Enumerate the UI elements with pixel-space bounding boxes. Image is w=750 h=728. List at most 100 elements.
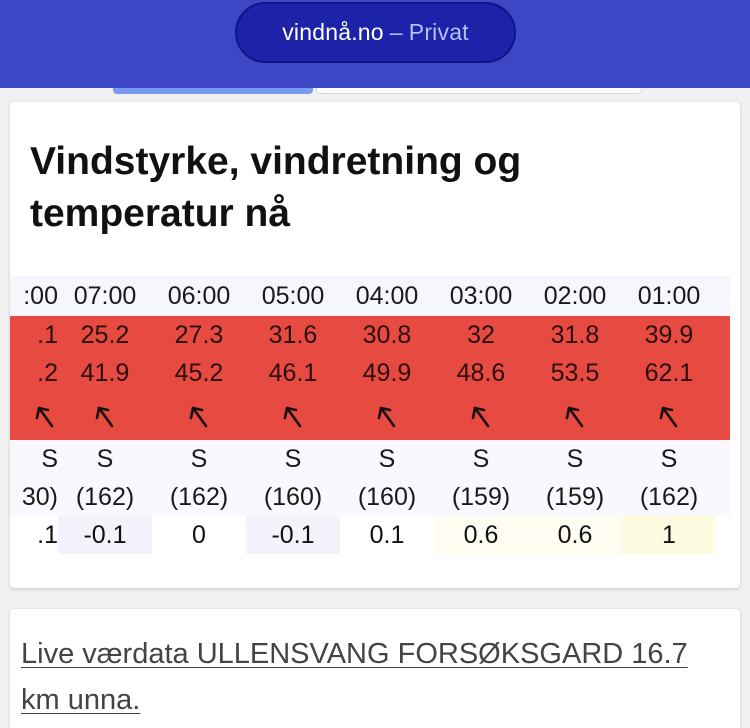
time-cell: 07:00 [58,276,152,316]
direction-cell: S [528,440,622,478]
arrow-up-left-icon [377,406,396,428]
temperature-cell-value: 0 [192,521,206,549]
direction-cell: S [152,440,246,478]
time-cell: 04:00 [340,276,434,316]
degrees-cell-value: (160) [263,483,323,511]
time-cell-value: 01:00 [637,282,701,310]
degrees-cell: (162) [622,478,716,516]
temperature-cell: .1 [10,516,58,554]
direction-cell: S [622,440,716,478]
degrees-cell: 30) [10,478,58,516]
wind-speed-row: .1 25.2 27.3 31.6 30.8 32 31.8 39.9 [10,316,730,354]
wind-gust-cell-value: 49.9 [362,359,412,387]
direction-cell-value: S [660,445,678,473]
address-separator: – [389,19,403,45]
arrow-up-left-icon [659,406,678,428]
time-row: :00 07:00 06:00 05:00 04:00 03:00 02:00 01:00 [10,276,730,316]
card-title: Vindstyrke, vindretning og temperatur nå [30,140,522,235]
temperature-cell: -0.1 [246,516,340,554]
wind-gust-cell-value: 53.5 [550,359,600,387]
arrow-up-left-icon [35,406,54,428]
time-cell: 02:00 [528,276,622,316]
direction-cell: S [246,440,340,478]
wind-gust-row: .2 41.9 45.2 46.1 49.9 48.6 53.5 62.1 [10,354,730,392]
degrees-row: 30) (162) (162) (160) (160) (159) (159) (162) [10,478,730,516]
degrees-cell-value: 30) [21,483,58,511]
wind-speed-cell-value: 31.6 [268,321,318,349]
temperature-cell-value: -0.1 [83,521,127,549]
browser-toolbar: vindnå.no – Privat [0,0,750,88]
wind-gust-cell-value: 62.1 [644,359,694,387]
wind-speed-cell-value: 39.9 [644,321,694,349]
wind-speed-cell: 27.3 [152,316,246,354]
temperature-cell: 0.1 [340,516,434,554]
wind-gust-cell-value: 48.6 [456,359,506,387]
wind-arrow-cell [246,392,340,440]
tab-inactive-edge[interactable] [316,88,642,94]
wind-arrow-cell [58,392,152,440]
wind-speed-cell: 30.8 [340,316,434,354]
degrees-cell: (162) [152,478,246,516]
arrow-up-left-icon [565,406,584,428]
wind-speed-cell: 32 [434,316,528,354]
time-cell-value: 03:00 [449,282,513,310]
wind-gust-cell: 62.1 [622,354,716,392]
arrow-up-left-icon [283,406,302,428]
arrow-up-left-icon [189,406,208,428]
tab-active-edge[interactable] [113,88,313,94]
temperature-cell-value: -0.1 [271,521,315,549]
tab-strip [0,88,750,102]
arrow-up-left-icon [471,406,490,428]
arrow-up-left-icon [95,406,114,428]
wind-arrow-cell [10,392,58,440]
degrees-cell-value: (162) [169,483,229,511]
wind-gust-cell: 41.9 [58,354,152,392]
direction-cell-value: S [284,445,302,473]
temperature-cell-value: 0.6 [557,521,593,549]
time-cell: 03:00 [434,276,528,316]
degrees-cell: (160) [246,478,340,516]
wind-gust-cell-value: .2 [37,359,58,387]
wind-gust-cell: 45.2 [152,354,246,392]
temperature-cell: -0.1 [58,516,152,554]
wind-arrow-cell [434,392,528,440]
live-weather-link[interactable]: Live værdata ULLENSVANG FORSØKSGARD 16.7… [21,638,688,716]
time-cell-value: 02:00 [543,282,607,310]
degrees-cell: (159) [434,478,528,516]
live-weather-card: Live værdata ULLENSVANG FORSØKSGARD 16.7… [10,609,740,728]
wind-gust-cell: 46.1 [246,354,340,392]
wind-gust-cell: .2 [10,354,58,392]
current-wind-card: Vindstyrke, vindretning og temperatur nå… [10,102,740,588]
wind-arrow-cell [622,392,716,440]
temperature-cell: 1 [622,516,716,554]
time-cell-value: 04:00 [355,282,419,310]
degrees-cell: (162) [58,478,152,516]
temperature-cell-value: .1 [37,521,58,549]
degrees-cell: (160) [340,478,434,516]
time-cell-value: 06:00 [167,282,231,310]
wind-speed-cell-value: 32 [467,321,495,349]
wind-speed-cell-value: .1 [37,321,58,349]
direction-cell: S [434,440,528,478]
wind-speed-cell-value: 25.2 [80,321,130,349]
time-cell-value: 05:00 [261,282,325,310]
time-cell: 05:00 [246,276,340,316]
wind-table[interactable]: :00 07:00 06:00 05:00 04:00 03:00 02:00 01:00 .… [10,276,730,554]
degrees-cell-value: (162) [639,483,699,511]
address-bar[interactable]: vindnå.no – Privat [235,2,516,63]
wind-gust-cell: 53.5 [528,354,622,392]
direction-cell-value: S [41,445,58,473]
time-cell: :00 [10,276,58,316]
private-mode-label: Privat [408,19,469,45]
temperature-row: .1 -0.1 0 -0.1 0.1 0.6 0.6 1 [10,516,730,554]
temperature-cell-value: 1 [662,521,676,549]
time-cell: 01:00 [622,276,716,316]
wind-gust-cell: 48.6 [434,354,528,392]
degrees-cell-value: (160) [357,483,417,511]
direction-cell-value: S [96,445,114,473]
wind-speed-cell: 31.8 [528,316,622,354]
temperature-cell: 0.6 [434,516,528,554]
wind-speed-cell: .1 [10,316,58,354]
wind-speed-cell-value: 27.3 [174,321,224,349]
